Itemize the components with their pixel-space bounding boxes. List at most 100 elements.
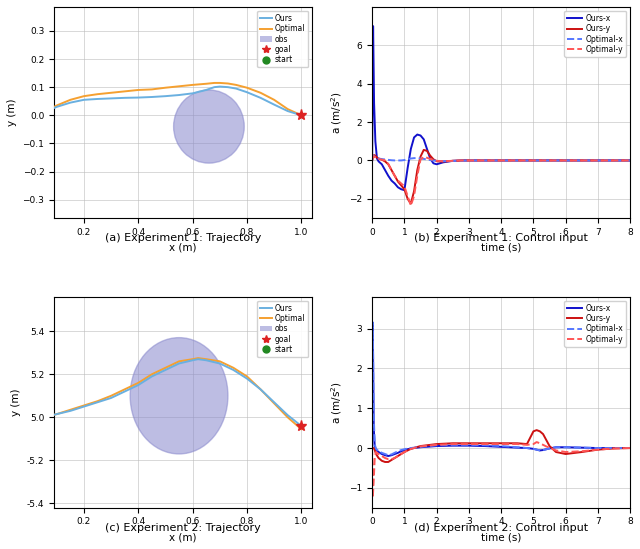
Ours-x bbox=[540, 447, 547, 453]
Optimal-y bbox=[381, 157, 389, 164]
Ours-x bbox=[465, 442, 473, 449]
Optimal-y bbox=[369, 153, 377, 160]
Ellipse shape bbox=[173, 90, 244, 163]
Optimal-x bbox=[397, 447, 405, 453]
Ours-y bbox=[627, 157, 634, 164]
Text: (a) Experiment 1: Trajectory: (a) Experiment 1: Trajectory bbox=[105, 233, 261, 243]
Optimal-x bbox=[420, 155, 428, 162]
Ours-x bbox=[401, 187, 408, 193]
Ours-x bbox=[417, 132, 424, 139]
Optimal-x bbox=[546, 445, 554, 452]
Ours-x bbox=[397, 186, 405, 193]
Optimal-y bbox=[562, 157, 570, 164]
Optimal-y bbox=[388, 167, 396, 173]
Optimal-y bbox=[368, 157, 376, 164]
Ours-x bbox=[368, 445, 376, 451]
Ours-y bbox=[378, 457, 386, 464]
Optimal-x bbox=[397, 157, 405, 164]
Optimal-x bbox=[404, 445, 412, 452]
Ours-x bbox=[370, 99, 378, 106]
Optimal-x bbox=[410, 155, 418, 161]
Ours-y bbox=[368, 157, 376, 164]
Optimal-x bbox=[417, 155, 424, 162]
Ours-x bbox=[404, 165, 412, 171]
Y-axis label: y (m): y (m) bbox=[12, 389, 21, 416]
Optimal-y bbox=[513, 157, 521, 164]
Optimal-y bbox=[385, 161, 392, 167]
Optimal-x bbox=[372, 446, 380, 452]
Optimal-y bbox=[388, 456, 396, 462]
Optimal-y bbox=[401, 449, 408, 455]
Optimal-x bbox=[578, 444, 586, 451]
Ours-y bbox=[391, 455, 399, 461]
Optimal-y bbox=[536, 440, 544, 446]
Optimal-x bbox=[388, 451, 396, 458]
Ours-x bbox=[497, 157, 505, 164]
Ours-x bbox=[497, 444, 505, 450]
Optimal-y bbox=[369, 495, 376, 501]
Ours-x bbox=[594, 445, 602, 451]
Line: Optimal-x: Optimal-x bbox=[372, 323, 630, 455]
Ours-x bbox=[433, 161, 440, 167]
Optimal-y bbox=[373, 155, 381, 161]
Ours-x bbox=[407, 145, 415, 152]
Optimal-y bbox=[429, 157, 437, 164]
Optimal-y bbox=[381, 455, 389, 461]
Optimal-x bbox=[594, 445, 602, 451]
X-axis label: time (s): time (s) bbox=[481, 242, 522, 253]
Y-axis label: y (m): y (m) bbox=[7, 99, 17, 126]
Ours-x bbox=[394, 450, 402, 456]
Optimal-y bbox=[627, 157, 634, 164]
Y-axis label: a (m/s$^2$): a (m/s$^2$) bbox=[329, 91, 344, 134]
Ours-y bbox=[439, 158, 447, 165]
Ours-y bbox=[388, 457, 396, 463]
Ours-y bbox=[532, 427, 540, 433]
Optimal-x bbox=[368, 157, 376, 164]
Ours-y bbox=[529, 428, 537, 435]
Optimal-y bbox=[594, 157, 602, 164]
Optimal-y bbox=[420, 154, 428, 160]
Ours-x bbox=[529, 446, 537, 452]
Ours-y bbox=[375, 455, 383, 461]
Ours-x bbox=[429, 160, 437, 166]
Optimal-y bbox=[627, 445, 634, 451]
Ours-y bbox=[481, 157, 489, 164]
Optimal-x bbox=[417, 444, 424, 450]
Ours-y bbox=[562, 451, 570, 457]
Optimal-x bbox=[552, 444, 560, 451]
Ours-y bbox=[429, 156, 437, 163]
Ours-y bbox=[397, 451, 405, 457]
Ours-y bbox=[372, 153, 380, 159]
Ours-x bbox=[369, 23, 377, 30]
Ours-y bbox=[397, 182, 405, 189]
Ours-y bbox=[373, 154, 381, 161]
Ours-x bbox=[417, 444, 424, 451]
Ours-y bbox=[381, 158, 389, 165]
Ours-x bbox=[388, 177, 396, 184]
Ours-y bbox=[433, 158, 440, 165]
Optimal-x bbox=[423, 156, 431, 163]
Ours-x bbox=[373, 155, 381, 162]
Optimal-x bbox=[532, 446, 540, 453]
Ours-x bbox=[404, 446, 412, 452]
Optimal-x bbox=[449, 158, 456, 164]
Optimal-y bbox=[497, 441, 505, 447]
Optimal-x bbox=[429, 157, 437, 164]
Optimal-y bbox=[407, 202, 415, 209]
Ours-x bbox=[433, 442, 440, 449]
Optimal-y bbox=[375, 451, 383, 457]
Ours-y bbox=[378, 156, 386, 163]
Ours-y bbox=[426, 153, 434, 159]
Ours-y bbox=[372, 451, 380, 457]
Optimal-x bbox=[375, 155, 383, 162]
Optimal-x bbox=[381, 156, 389, 163]
Ours-x bbox=[627, 445, 634, 451]
Ours-y bbox=[370, 445, 378, 451]
Ours-y bbox=[401, 449, 408, 455]
Ours-x bbox=[610, 445, 618, 451]
Ours-x bbox=[372, 138, 380, 144]
Optimal-x bbox=[385, 452, 392, 458]
Ours-x bbox=[465, 157, 473, 164]
Legend: Ours-x, Ours-y, Optimal-x, Optimal-y: Ours-x, Ours-y, Optimal-x, Optimal-y bbox=[564, 11, 627, 57]
Optimal-x bbox=[529, 446, 537, 452]
